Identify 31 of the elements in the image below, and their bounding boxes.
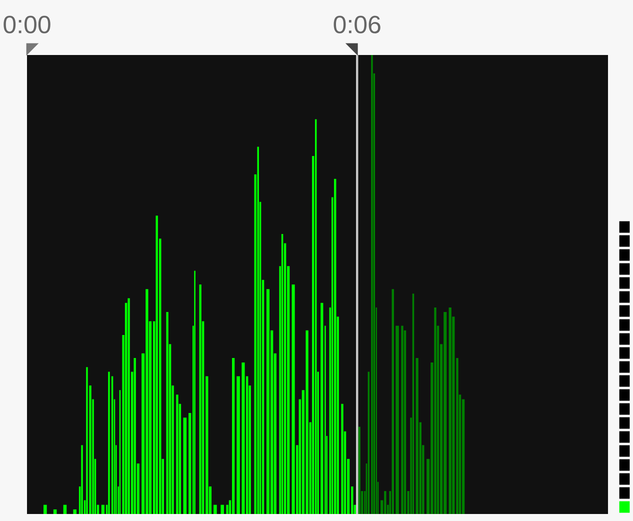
bar <box>292 284 295 514</box>
bar <box>220 504 224 514</box>
bar <box>232 358 235 514</box>
bar <box>306 330 308 514</box>
bar <box>444 312 447 514</box>
bar <box>134 358 136 514</box>
bar <box>320 302 324 514</box>
bar <box>101 504 104 514</box>
bar <box>448 307 452 514</box>
bar <box>73 509 77 514</box>
bar <box>128 298 130 514</box>
bar <box>146 289 148 514</box>
bar <box>183 418 187 514</box>
bar <box>156 216 158 514</box>
bar <box>124 302 128 514</box>
bar <box>44 504 47 514</box>
bar <box>341 404 344 514</box>
bar <box>266 289 270 514</box>
x-tick-label: 0:06 <box>334 16 380 34</box>
bar <box>404 330 406 514</box>
bar <box>334 178 336 514</box>
bar <box>166 312 168 514</box>
bar <box>401 326 404 514</box>
bar <box>416 358 418 514</box>
bar <box>199 284 202 514</box>
bar <box>384 491 386 514</box>
bar <box>176 394 178 514</box>
bar <box>358 426 360 514</box>
bar <box>214 504 217 514</box>
x-tick-label: 0:00 <box>4 16 50 34</box>
bar <box>434 307 436 514</box>
